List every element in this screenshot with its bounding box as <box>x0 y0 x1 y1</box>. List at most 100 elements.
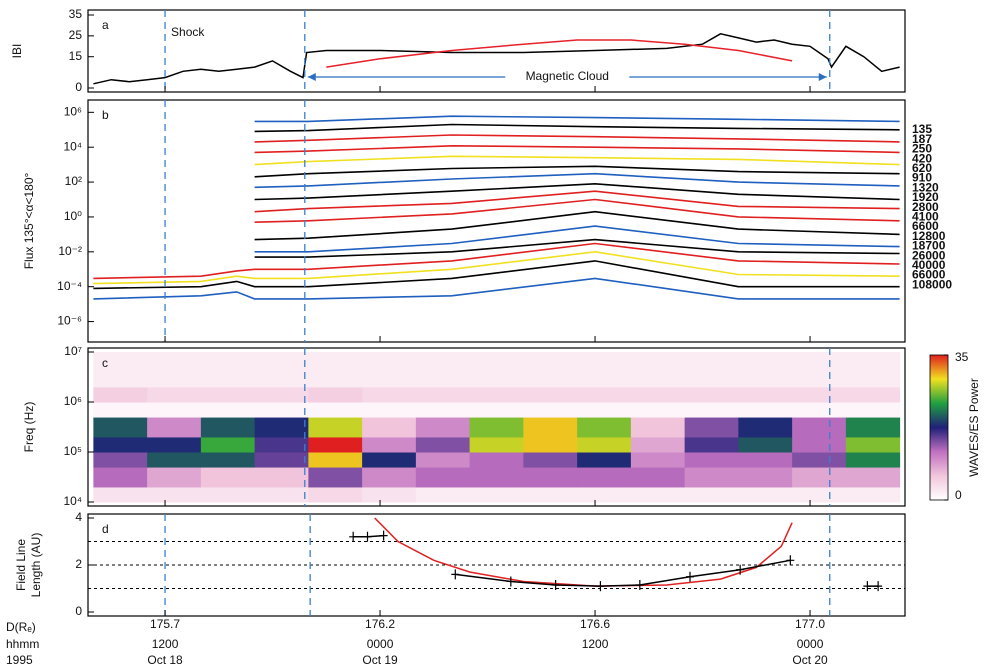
x-tick-label: Oct 20 <box>792 653 828 667</box>
y-tick-label: 10⁶ <box>64 394 82 408</box>
heatmap-cell <box>845 436 901 453</box>
heatmap-cell <box>362 352 417 388</box>
y-tick-label: 10² <box>65 174 82 188</box>
arrow-head <box>307 73 316 81</box>
heatmap-cell <box>469 386 524 403</box>
series-line <box>254 144 900 154</box>
x-tick-label: 1200 <box>152 637 179 651</box>
heatmap-cell <box>254 352 309 388</box>
heatmap-cell <box>630 452 686 468</box>
heatmap-cell <box>630 436 686 453</box>
heatmap-cell <box>469 402 524 418</box>
y-tick-label: 10⁻² <box>58 244 82 258</box>
series-line <box>93 260 900 290</box>
heatmap-cell <box>415 386 471 403</box>
heatmap-cell <box>415 402 471 418</box>
heatmap-cell <box>147 352 202 388</box>
heatmap-cell <box>147 402 202 418</box>
heatmap-cell <box>523 386 578 403</box>
heatmap-cell <box>308 467 363 488</box>
marker <box>874 581 883 592</box>
heatmap-cell <box>308 486 363 503</box>
panel-frame <box>87 347 906 507</box>
heatmap-cell <box>845 452 901 468</box>
legend-label: 1920 <box>912 190 939 204</box>
marker <box>379 530 388 541</box>
legend-label: 187 <box>912 132 932 146</box>
legend-label: 250 <box>912 142 932 156</box>
x-tick-label: 176.2 <box>365 617 395 631</box>
legend-label: 1320 <box>912 180 939 194</box>
heatmap-cell <box>308 352 363 388</box>
heatmap-cell <box>845 352 901 388</box>
heatmap-cell <box>200 352 256 388</box>
legend-label: 18700 <box>912 239 946 253</box>
panel-letter: d <box>102 522 109 536</box>
legend-label: 2800 <box>912 200 939 214</box>
heatmap-cell <box>469 417 524 438</box>
heatmap-cell <box>684 486 739 503</box>
heatmap-cell <box>845 402 901 418</box>
heatmap-cell <box>362 402 417 418</box>
heatmap-cell <box>684 417 739 438</box>
heatmap-cell <box>577 386 632 403</box>
heatmap-cell <box>93 452 148 468</box>
annotation: Magnetic Cloud <box>526 69 609 83</box>
heatmap-cell <box>93 386 148 403</box>
heatmap-cell <box>630 467 686 488</box>
series-line <box>254 155 900 166</box>
series-line <box>374 517 793 587</box>
heatmap-cell <box>630 486 686 503</box>
heatmap-cell <box>415 436 471 453</box>
y-tick-label: 10⁴ <box>63 139 82 153</box>
series-line <box>254 210 900 241</box>
y-axis-label: IBI <box>10 44 24 59</box>
heatmap-cell <box>738 352 793 388</box>
heatmap-cell <box>254 486 309 503</box>
series-line <box>93 33 900 85</box>
series-line <box>254 115 900 123</box>
legend-label: 620 <box>912 161 932 175</box>
panel-frame <box>87 99 906 343</box>
heatmap-cell <box>469 467 524 488</box>
y-tick-label: 0 <box>75 80 82 94</box>
y-axis-label: Field Line <box>14 539 28 591</box>
heatmap-cell <box>200 436 256 453</box>
marker <box>349 531 358 542</box>
marker <box>635 579 644 590</box>
y-tick-label: 10⁷ <box>64 344 82 358</box>
heatmap-cell <box>93 402 148 418</box>
heatmap-cell <box>147 486 202 503</box>
heatmap-cell <box>738 452 793 468</box>
marker <box>786 555 795 566</box>
heatmap-cell <box>630 352 686 388</box>
y-tick-label: 10⁻⁶ <box>57 314 82 328</box>
panel-letter: a <box>102 18 109 32</box>
heatmap-cell <box>738 436 793 453</box>
legend-label: 135 <box>912 122 932 136</box>
y-tick-label: 25 <box>69 28 83 42</box>
y-tick-label: 35 <box>69 7 83 21</box>
heatmap-cell <box>93 467 148 488</box>
legend-label: 108000 <box>912 277 952 291</box>
heatmap-cell <box>792 402 847 418</box>
heatmap-cell <box>738 467 793 488</box>
series-line <box>254 190 900 213</box>
heatmap-cell <box>147 417 202 438</box>
series-line <box>254 198 900 223</box>
heatmap-cell <box>845 486 901 503</box>
panel-letter: b <box>102 108 109 122</box>
heatmap-cell <box>684 436 739 453</box>
y-tick-label: 4 <box>75 510 82 524</box>
heatmap-cell <box>577 436 632 453</box>
heatmap-cell <box>308 402 363 418</box>
heatmap-cell <box>630 402 686 418</box>
heatmap-cell <box>93 352 148 388</box>
heatmap-cell <box>415 352 471 388</box>
series-line <box>254 134 900 143</box>
x-axis-label: D(Rₑ) <box>6 620 36 634</box>
colorbar-label: WAVES/ES Power <box>967 378 981 477</box>
series-line <box>254 225 900 253</box>
series-line <box>93 250 900 285</box>
heatmap-cell <box>523 402 578 418</box>
